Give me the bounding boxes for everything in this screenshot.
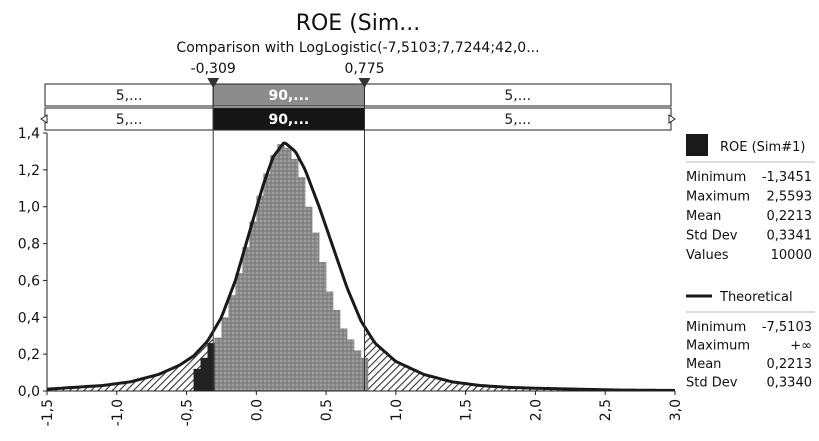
sim-stat-label: Values (686, 248, 729, 263)
theoretical-stat-label: Maximum (686, 339, 750, 354)
sim-stat-label: Minimum (686, 170, 746, 185)
theoretical-legend-name: Theoretical (719, 290, 793, 305)
x-tick-label: 3,0 (668, 399, 684, 421)
sim-stat-value: 10000 (771, 248, 812, 263)
y-tick-label: 1,0 (18, 200, 40, 216)
sim-stat-value: 2,5593 (767, 190, 813, 205)
histogram-bar (347, 339, 355, 391)
histogram-bar (249, 221, 257, 391)
sim-stat-value: -1,3451 (762, 170, 812, 185)
left-tail-hatched-area (47, 333, 214, 391)
histogram-bar (235, 273, 243, 391)
y-tick-label: 1,4 (18, 126, 40, 142)
sim-stat-value: 0,3341 (767, 229, 813, 244)
histogram-bar (312, 232, 320, 391)
x-tick-label: 2,0 (528, 399, 544, 421)
delimiter-left-label: -0,309 (191, 61, 236, 77)
axes: 0,0 0,2 0,4 0,6 0,8 1,0 1,2 1,4 -1,5 -1,0 -0,5 0,0 0… (18, 126, 684, 426)
band-right-label: 5,... (504, 88, 531, 104)
y-tick-label: 0,4 (18, 310, 40, 326)
histogram-bar (340, 328, 348, 391)
sim-legend-name: ROE (Sim#1) (720, 140, 805, 155)
plot-clip-group (47, 141, 675, 391)
band-right-label: 5,... (504, 112, 531, 128)
histogram-bar (291, 158, 299, 391)
x-tick-label: 0,5 (319, 399, 335, 421)
histogram-bar (354, 350, 362, 391)
histogram-bar (193, 368, 201, 391)
histogram-bar (326, 291, 334, 391)
plot-area (47, 84, 675, 391)
y-tick-label: 0,6 (18, 273, 40, 289)
theoretical-stat-value: 0,2213 (767, 357, 813, 372)
right-tail-hatched-area (364, 329, 675, 391)
histogram-bar (221, 317, 229, 391)
sim-swatch-icon (686, 134, 708, 156)
x-tick-label: 0,0 (249, 399, 265, 421)
y-tick-label: 1,2 (18, 163, 40, 179)
band-right-arrow-icon (668, 114, 676, 124)
delimiter-left-marker-icon (207, 78, 220, 88)
histogram-bar (333, 309, 341, 391)
x-tick-label: 1,5 (459, 399, 475, 421)
histogram-bar (270, 155, 278, 391)
sim-stat-label: Mean (686, 209, 721, 224)
histogram-bar (200, 357, 208, 391)
theoretical-stat-label: Std Dev (686, 376, 738, 391)
band-row-bottom: 5,... 90,... 5,... (40, 107, 676, 131)
sim-stat-value: 0,2213 (767, 209, 813, 224)
theoretical-stat-label: Minimum (686, 320, 746, 335)
x-tick-label: -1,0 (110, 399, 126, 426)
y-tick-label: 0,0 (18, 384, 40, 400)
theoretical-stat-value: +∞ (790, 339, 812, 354)
histogram-bar (284, 147, 292, 391)
band-middle-label: 90,... (268, 112, 309, 128)
histogram-bar (263, 173, 271, 391)
histogram-bar (319, 262, 327, 391)
y-tick-label: 0,2 (18, 347, 40, 363)
theoretical-stat-value: -7,5103 (762, 320, 812, 335)
x-tick-label: -0,5 (180, 399, 196, 426)
histogram-bar (277, 144, 285, 391)
histogram-bar (228, 295, 236, 391)
sim-stat-label: Std Dev (686, 229, 738, 244)
band-row-top: 5,... 90,... 5,... (44, 83, 672, 107)
histogram-bar (256, 195, 264, 391)
histogram-bar (214, 337, 222, 391)
y-tick-label: 0,8 (18, 237, 40, 253)
x-tick-label: 2,5 (598, 399, 614, 421)
histogram-bar (207, 343, 215, 391)
legend: ROE (Sim#1) Minimum -1,3451 Maximum 2,5593 Me… (686, 134, 815, 391)
band-middle-label: 90,... (268, 88, 309, 104)
band-left-label: 5,... (116, 88, 143, 104)
histogram-bar (298, 177, 306, 391)
x-tick-label: 1,0 (389, 399, 405, 421)
theoretical-curve-line (47, 141, 675, 391)
sim-stat-label: Maximum (686, 190, 750, 205)
chart-subtitle: Comparison with LogLogistic(-7,5103;7,72… (176, 40, 539, 56)
histogram-bar (242, 247, 250, 391)
chart-title: ROE (Sim... (296, 11, 421, 36)
theoretical-stat-label: Mean (686, 357, 721, 372)
histogram-bar (305, 206, 313, 391)
band-left-arrow-icon (40, 114, 48, 124)
delimiter-right-label: 0,775 (344, 61, 384, 77)
theoretical-stat-value: 0,3340 (767, 376, 813, 391)
band-left-label: 5,... (116, 112, 143, 128)
x-tick-label: -1,5 (40, 399, 56, 426)
delimiter-right-marker-icon (358, 78, 371, 88)
probability-bands: 5,... 90,... 5,... 5,... 90,... 5,... (40, 78, 676, 131)
